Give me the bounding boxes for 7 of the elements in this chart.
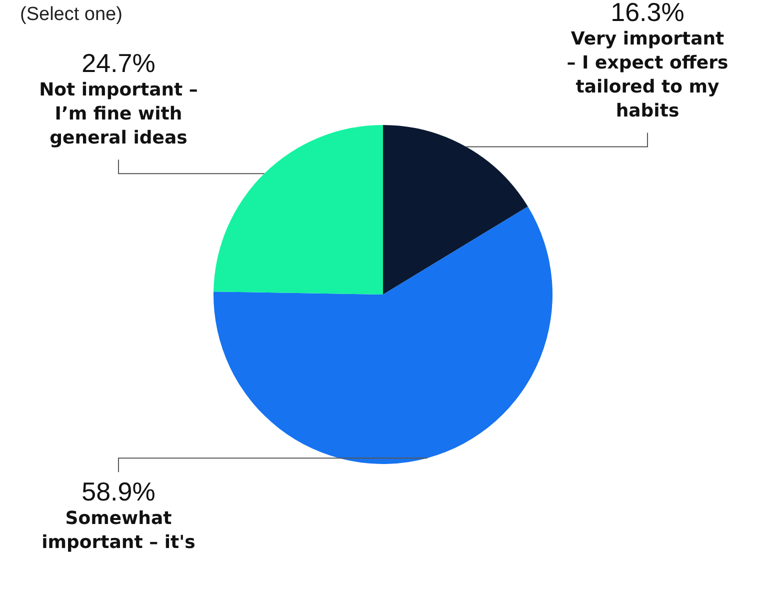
slice-label: Somewhat important – it's [42,508,196,553]
data-label: 24.7% [82,48,156,78]
slice-label: Not important – I’m fine with general ideas [39,79,198,148]
data-label: 58.9% [82,476,156,506]
slice-label: Very important – I expect offers tailored to my habits [566,28,728,122]
data-label: 16.3% [610,0,684,27]
chart-subtitle: (Select one) [20,4,122,26]
